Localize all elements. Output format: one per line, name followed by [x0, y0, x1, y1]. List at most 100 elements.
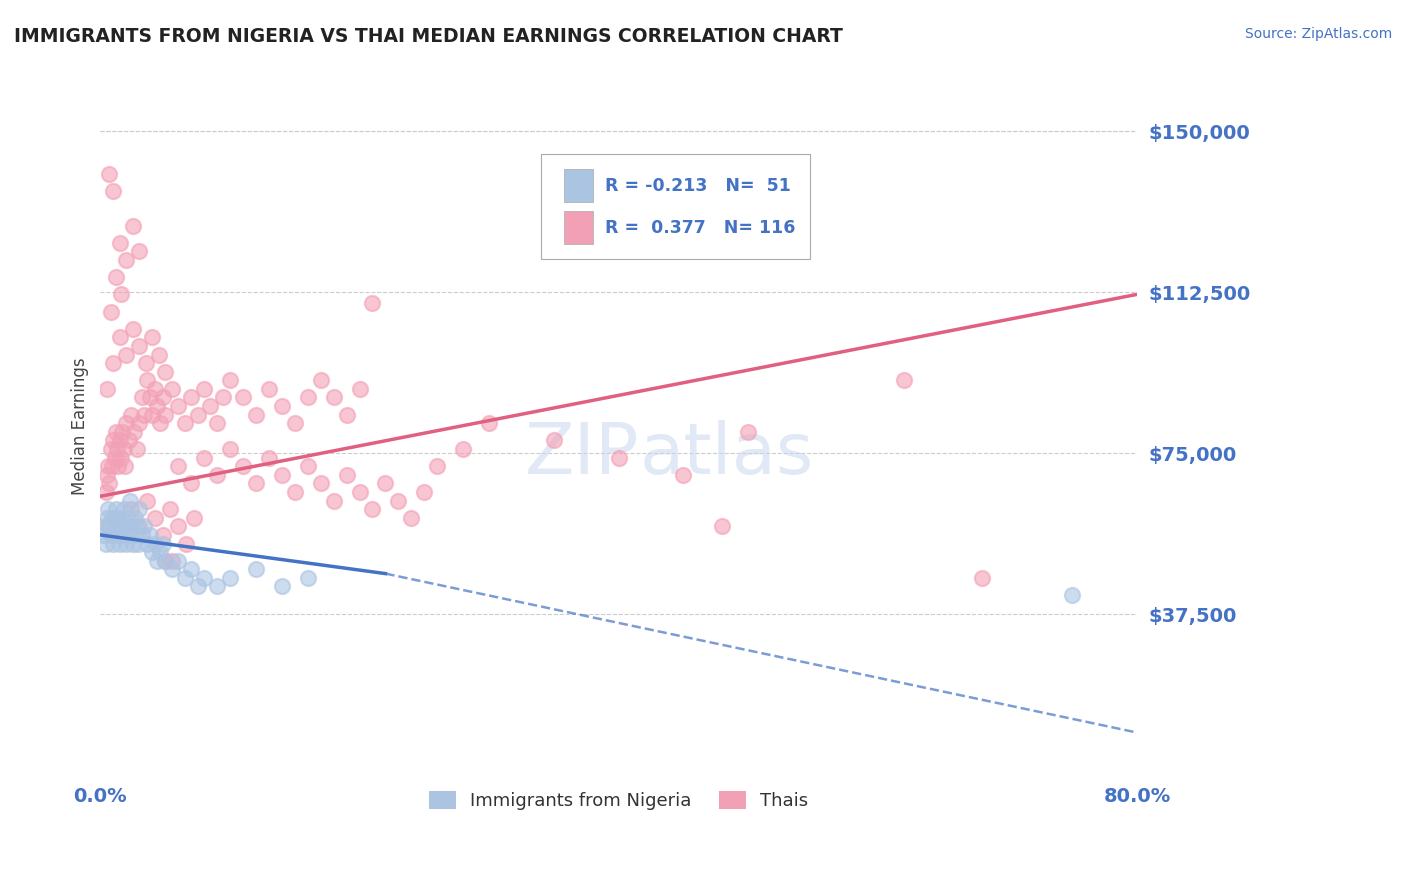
Point [98, 519, 121, 533]
Point [120, 493, 142, 508]
Point [121, 219, 143, 233]
Point [107, 510, 129, 524]
Point [970, 571, 993, 585]
Point [361, 296, 384, 310]
Point [136, 373, 159, 387]
Point [167, 519, 190, 533]
Text: IMMIGRANTS FROM NIGERIA VS THAI MEDIAN EARNINGS CORRELATION CHART: IMMIGRANTS FROM NIGERIA VS THAI MEDIAN E… [14, 27, 844, 45]
Point [136, 493, 159, 508]
Point [270, 467, 292, 482]
Text: ZIP: ZIP [524, 420, 640, 489]
Point [1062, 588, 1084, 602]
Point [134, 519, 156, 533]
Point [160, 554, 183, 568]
Point [153, 554, 176, 568]
Point [103, 434, 125, 448]
Point [284, 416, 307, 430]
Point [180, 562, 202, 576]
Point [186, 580, 208, 594]
Point [349, 382, 371, 396]
Point [180, 476, 202, 491]
Point [110, 287, 132, 301]
Point [110, 519, 132, 533]
Bar [564, 211, 593, 244]
Point [401, 510, 423, 524]
Point [387, 493, 409, 508]
Point [115, 536, 138, 550]
Point [112, 528, 135, 542]
FancyBboxPatch shape [541, 154, 810, 259]
Point [219, 442, 242, 456]
Point [257, 382, 280, 396]
Point [97, 502, 120, 516]
Point [160, 562, 183, 576]
Text: R =  0.377   N= 116: R = 0.377 N= 116 [605, 219, 796, 236]
Point [426, 459, 449, 474]
Point [98, 476, 121, 491]
Y-axis label: Median Earnings: Median Earnings [72, 358, 89, 495]
Point [152, 528, 174, 542]
Point [148, 347, 170, 361]
Point [128, 519, 150, 533]
Point [101, 510, 124, 524]
Point [309, 476, 332, 491]
Point [200, 399, 222, 413]
Point [105, 442, 128, 456]
Point [737, 425, 759, 439]
Point [335, 408, 357, 422]
Point [173, 416, 195, 430]
Point [672, 467, 695, 482]
Point [413, 485, 436, 500]
Point [121, 322, 143, 336]
Point [219, 571, 242, 585]
Text: atlas: atlas [640, 420, 814, 489]
Point [111, 528, 134, 542]
Point [349, 485, 371, 500]
Point [103, 184, 125, 198]
Point [97, 459, 120, 474]
Point [153, 408, 176, 422]
Point [136, 536, 159, 550]
Point [125, 519, 148, 533]
Point [91, 528, 114, 542]
Point [297, 459, 319, 474]
Point [128, 339, 150, 353]
Legend: Immigrants from Nigeria, Thais: Immigrants from Nigeria, Thais [423, 785, 814, 815]
Point [104, 450, 127, 465]
Point [152, 391, 174, 405]
Bar [564, 169, 593, 202]
Point [146, 554, 169, 568]
Point [104, 510, 127, 524]
Point [153, 365, 176, 379]
Point [143, 536, 166, 550]
Point [149, 416, 172, 430]
Point [173, 571, 195, 585]
Point [152, 536, 174, 550]
Point [105, 528, 128, 542]
Point [103, 536, 125, 550]
Point [159, 502, 181, 516]
Point [127, 536, 149, 550]
Point [205, 580, 228, 594]
Point [104, 270, 127, 285]
Point [374, 476, 396, 491]
Point [167, 554, 190, 568]
Point [361, 502, 384, 516]
Point [125, 442, 148, 456]
Point [451, 442, 474, 456]
Point [112, 442, 135, 456]
Point [96, 382, 118, 396]
Point [543, 434, 565, 448]
Point [121, 536, 143, 550]
Point [141, 408, 163, 422]
Point [186, 408, 208, 422]
Point [131, 391, 153, 405]
Point [131, 528, 153, 542]
Point [118, 528, 141, 542]
Point [111, 425, 134, 439]
Point [108, 536, 131, 550]
Point [120, 502, 142, 516]
Point [205, 467, 228, 482]
Point [96, 510, 118, 524]
Point [893, 373, 915, 387]
